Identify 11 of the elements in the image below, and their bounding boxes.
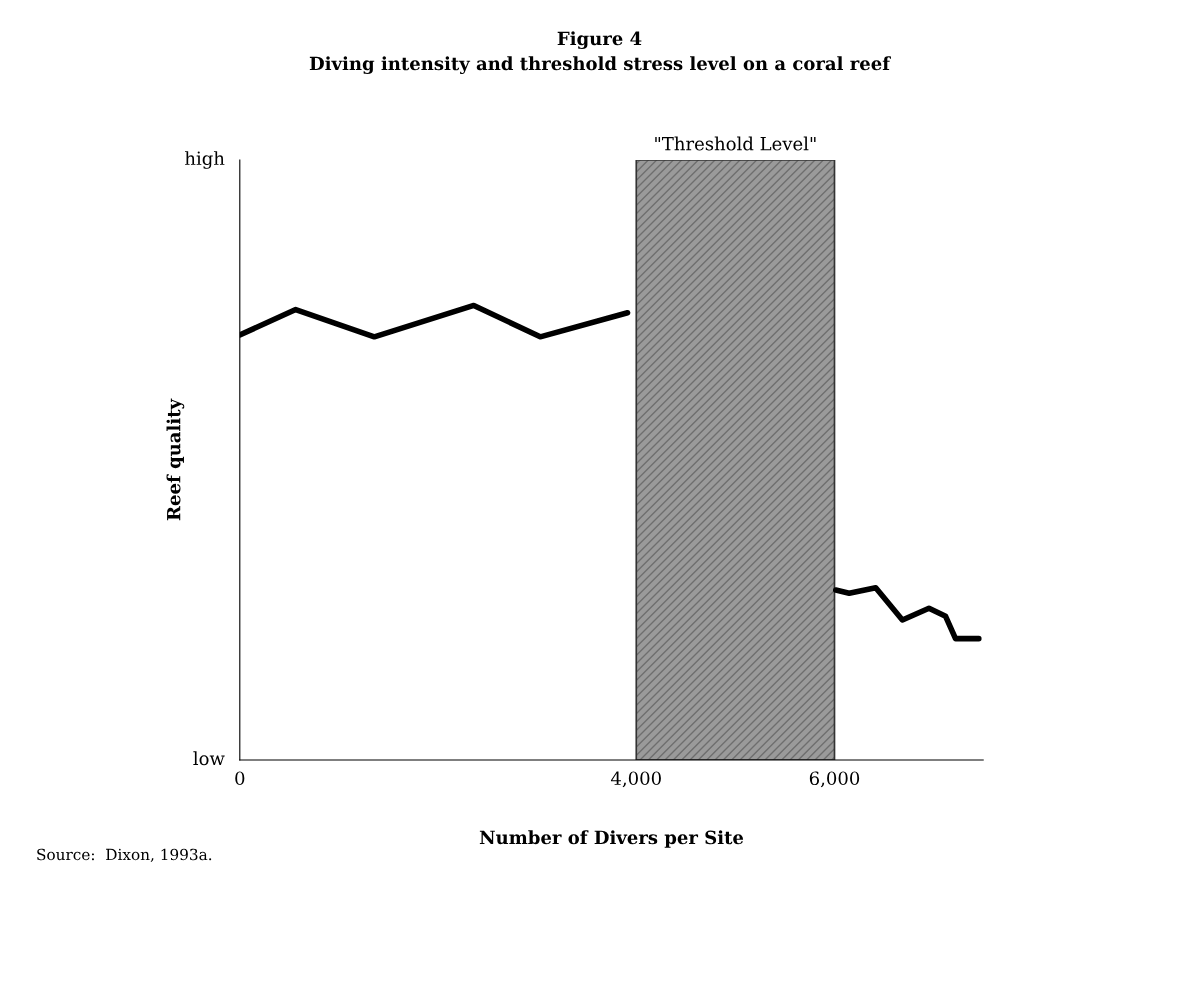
- text: high: [184, 151, 225, 169]
- y-axis-title: Reef quality: [166, 398, 185, 521]
- x-tick-label: 0: [235, 771, 245, 786]
- source-note: Source: Dixon, 1993a.: [37, 848, 212, 863]
- x-axis-title: Number of Divers per Site: [479, 830, 744, 848]
- band-label: "Threshold Level": [655, 136, 816, 151]
- chart-title: Figure 4: [557, 31, 642, 50]
- x-tick-label: 4,000: [610, 771, 661, 788]
- x-tick-label: 6,000: [809, 771, 860, 788]
- text: low: [193, 751, 225, 766]
- chart-subtitle: Diving intensity and threshold stress level on a coral reef: [309, 56, 891, 75]
